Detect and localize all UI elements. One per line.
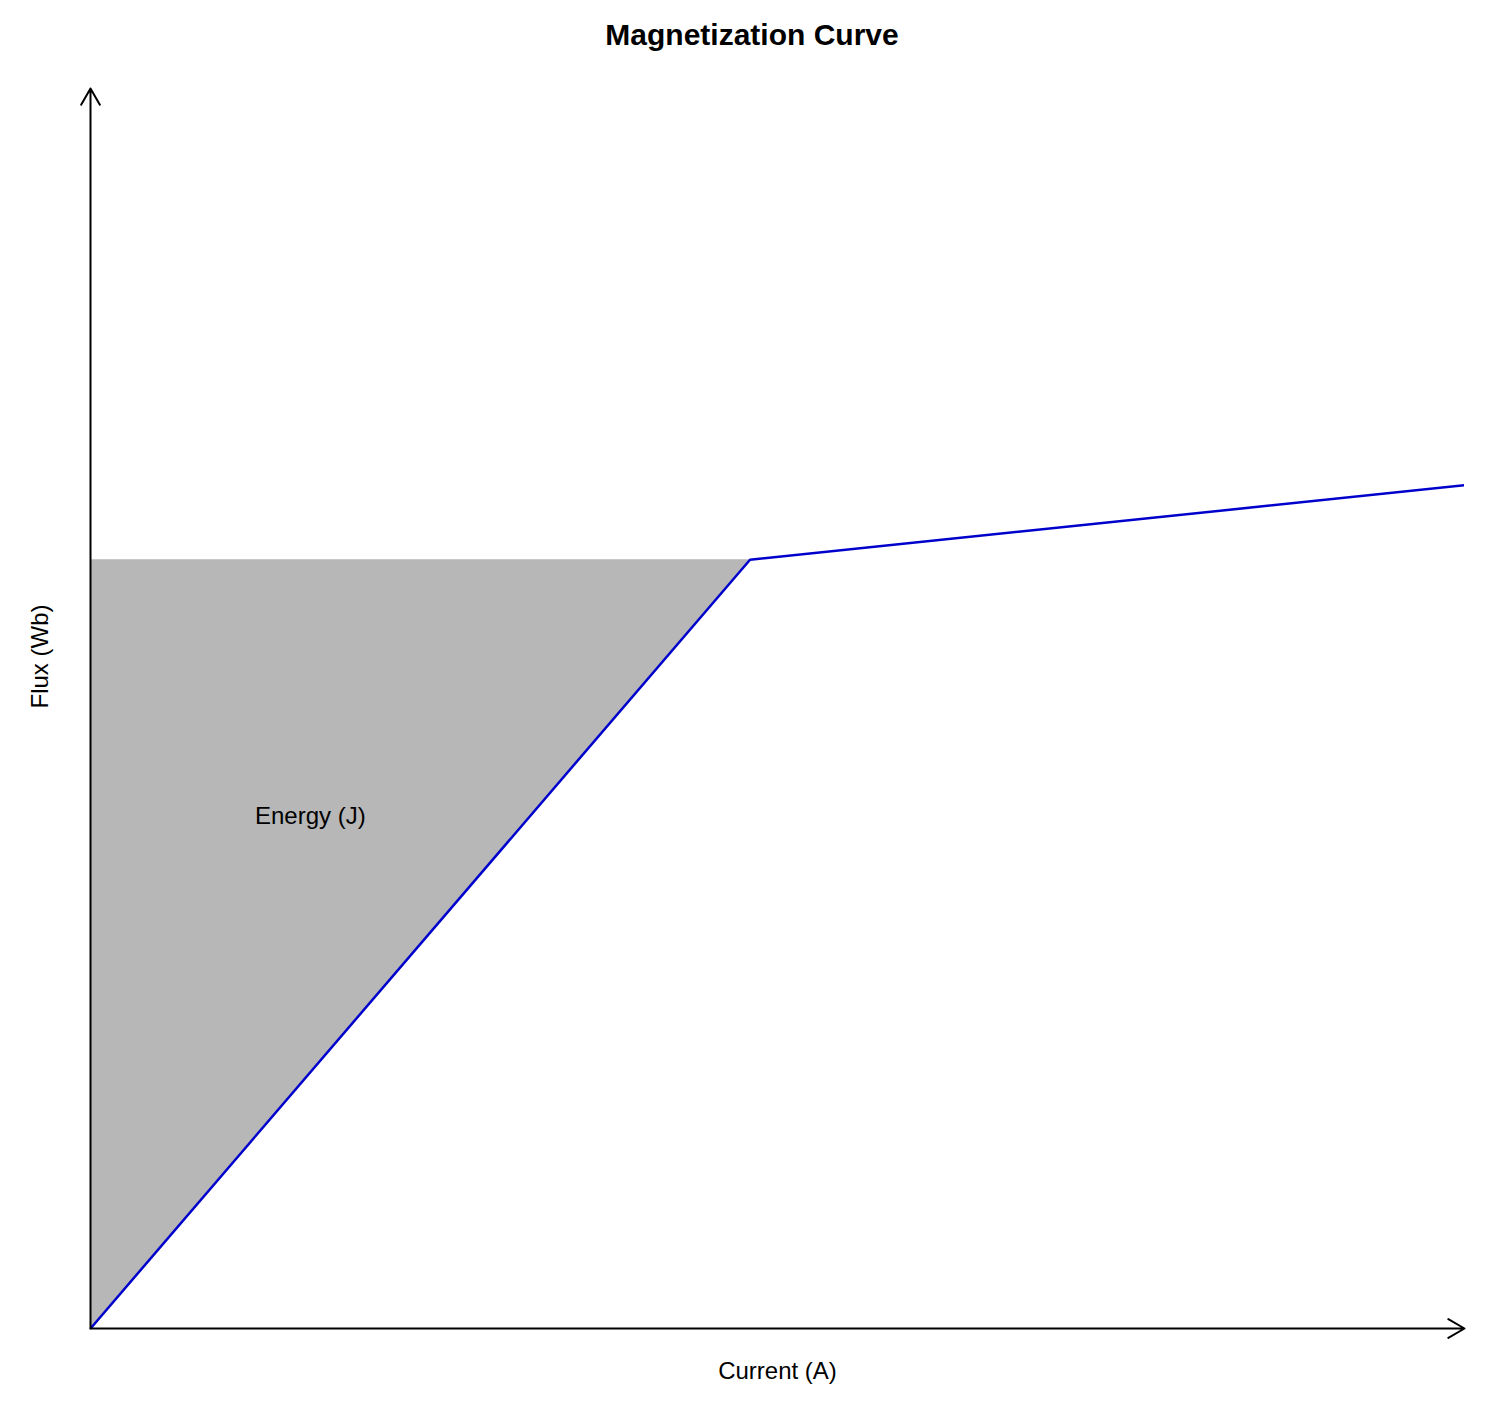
svg-text:Energy (J): Energy (J) xyxy=(255,802,366,829)
svg-text:Current (A): Current (A) xyxy=(718,1357,837,1384)
svg-text:Flux (Wb): Flux (Wb) xyxy=(26,605,53,709)
html-text:Magnetization Curve: Magnetization Curve xyxy=(605,18,899,51)
